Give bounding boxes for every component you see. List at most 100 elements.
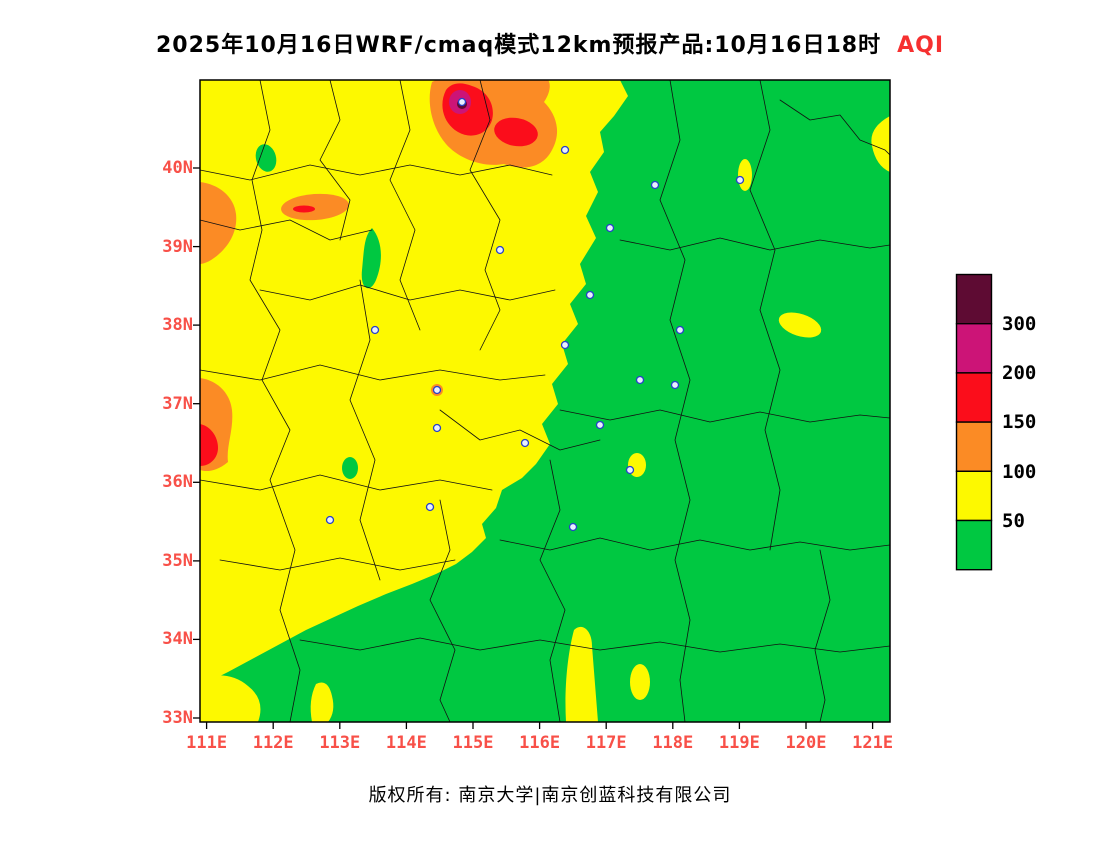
- yellow-patch: [310, 682, 334, 722]
- city-marker: [370, 325, 380, 335]
- yellow-patch: [630, 664, 650, 700]
- colorbar-label: 150: [1002, 411, 1037, 433]
- lon-label: 115E: [452, 733, 494, 753]
- lon-label: 120E: [785, 733, 827, 753]
- boundary-line: [749, 79, 781, 551]
- city-marker: [432, 423, 442, 433]
- colorbar-label: 50: [1002, 510, 1025, 532]
- yellow-patch: [738, 159, 752, 191]
- boundary-line: [199, 164, 553, 181]
- city-marker: [585, 290, 595, 300]
- boundary-line: [219, 557, 456, 571]
- colorbar-segment: [955, 421, 993, 473]
- city-marker: [635, 375, 645, 385]
- colorbar-segment: [955, 323, 993, 374]
- city-marker: [432, 385, 442, 395]
- colorbar-segment: [955, 273, 993, 325]
- boundary-line: [249, 79, 301, 723]
- boundary-line: [199, 364, 546, 381]
- yellow-patch: [871, 116, 890, 172]
- lon-label: 111E: [186, 733, 228, 753]
- city-marker: [670, 380, 680, 390]
- lat-label: 38N: [162, 315, 193, 336]
- lat-label: 39N: [162, 236, 193, 257]
- boundary-line: [439, 409, 601, 451]
- boundary-line: [299, 637, 891, 653]
- colorbar-segment: [955, 519, 993, 571]
- boundary-line: [659, 79, 691, 723]
- lon-label: 114E: [385, 733, 427, 753]
- title-text: 2025年10月16日WRF/cmaq模式12km预报产品:10月16日18时: [155, 33, 882, 58]
- orange-pocket: [200, 182, 237, 264]
- copyright-text: 版权所有: 南京大学|南京创蓝科技有限公司: [368, 785, 732, 806]
- city-marker: [675, 325, 685, 335]
- colorbar-label: 300: [1002, 313, 1037, 335]
- aqi-colorbar: [955, 273, 993, 571]
- lat-label: 36N: [162, 472, 193, 493]
- red-pocket: [494, 117, 538, 147]
- boundary-line: [814, 549, 831, 723]
- city-marker: [560, 145, 570, 155]
- lon-label: 117E: [585, 733, 627, 753]
- city-marker: [425, 502, 435, 512]
- boundary-line: [779, 99, 891, 156]
- boundary-line: [559, 409, 891, 423]
- lat-label: 37N: [162, 393, 193, 414]
- city-marker: [735, 175, 745, 185]
- city-marker: [325, 515, 335, 525]
- city-marker: [650, 180, 660, 190]
- city-marker: [457, 97, 467, 107]
- lon-label: 119E: [718, 733, 760, 753]
- aqi-region-green: [200, 80, 890, 722]
- yellow-patch: [200, 675, 261, 722]
- green-patch: [255, 144, 277, 172]
- city-marker: [568, 522, 578, 532]
- city-marker: [520, 438, 530, 448]
- boundary-line: [539, 459, 566, 723]
- map-frame: [199, 79, 891, 723]
- boundary-line: [619, 237, 891, 251]
- boundary-line: [429, 499, 456, 723]
- colorbar-label: 200: [1002, 362, 1037, 384]
- axis-ticks: [193, 167, 874, 729]
- yellow-patch: [778, 312, 822, 338]
- lon-label: 121E: [852, 733, 894, 753]
- green-patch: [361, 228, 381, 289]
- boundary-line: [349, 279, 381, 581]
- lon-label: 118E: [652, 733, 694, 753]
- lon-label: 113E: [319, 733, 361, 753]
- red-pocket: [293, 205, 315, 213]
- admin-boundaries: [199, 79, 891, 723]
- boundary-line: [259, 284, 556, 301]
- green-patch: [342, 457, 358, 479]
- title-variable: AQI: [897, 33, 945, 58]
- city-marker: [560, 340, 570, 350]
- boundary-line: [199, 474, 493, 491]
- boundary-line: [319, 79, 351, 241]
- boundary-line: [499, 537, 891, 551]
- city-marker: [495, 245, 505, 255]
- city-markers: [325, 97, 745, 532]
- lon-label: 116E: [519, 733, 561, 753]
- city-marker: [625, 465, 635, 475]
- lat-label: 40N: [162, 158, 193, 178]
- boundary-line: [469, 79, 501, 351]
- boundary-line: [199, 219, 373, 241]
- yellow-patches: [200, 116, 890, 722]
- lat-label: 35N: [162, 550, 193, 571]
- colorbar-segment: [955, 372, 993, 423]
- lon-label: 112E: [252, 733, 294, 753]
- forecast-map: [193, 79, 891, 729]
- lat-label: 33N: [162, 708, 193, 728]
- yellow-patch: [565, 626, 598, 722]
- city-marker: [595, 420, 605, 430]
- page-title: 2025年10月16日WRF/cmaq模式12km预报产品:10月16日18时 A…: [0, 27, 1100, 59]
- colorbar-label: 100: [1002, 461, 1037, 483]
- lat-label: 34N: [162, 629, 193, 650]
- colorbar-segment: [955, 470, 993, 522]
- orange-pocket: [281, 193, 349, 221]
- red-pocket: [200, 424, 218, 466]
- city-marker: [605, 223, 615, 233]
- boundary-line: [389, 79, 421, 331]
